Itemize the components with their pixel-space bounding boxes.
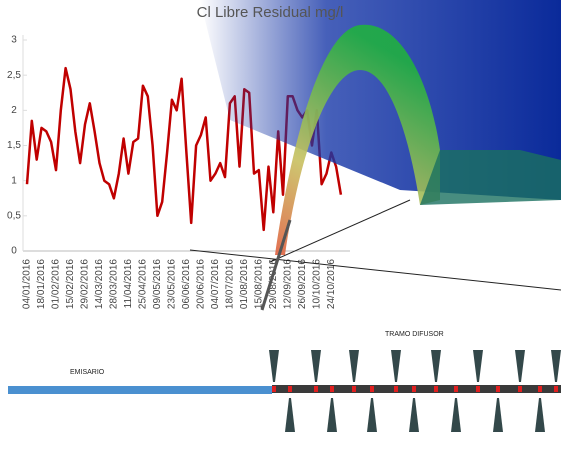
x-tick-label: 01/08/2016 — [239, 259, 250, 309]
y-tick-label: 2,5 — [7, 70, 21, 81]
y-tick-label: 3 — [11, 35, 17, 46]
x-tick-label: 26/09/2016 — [297, 259, 308, 309]
port — [272, 386, 276, 392]
x-tick-label: 04/07/2016 — [210, 259, 221, 309]
y-tick-label: 1 — [11, 175, 17, 186]
x-tick-label: 29/02/2016 — [80, 259, 91, 309]
plot-area: 0 0,5 1 1,5 2 2,5 3 04/01/2016 18/01/2016 01/02/2… — [7, 35, 350, 309]
x-tick-label: 28/03/2016 — [109, 259, 120, 309]
riser-top — [473, 350, 483, 382]
x-tick-label: 09/05/2016 — [152, 259, 163, 309]
x-tick-label: 15/08/2016 — [253, 259, 264, 309]
difusor-pipe — [272, 385, 561, 393]
x-tick-label: 24/10/2016 — [326, 259, 337, 309]
port — [288, 386, 292, 392]
port — [554, 386, 558, 392]
x-tick-label: 14/03/2016 — [94, 259, 105, 309]
port — [434, 386, 438, 392]
x-tick-label: 15/02/2016 — [65, 259, 76, 309]
riser-bottom — [367, 398, 377, 432]
riser-top — [431, 350, 441, 382]
riser-bottom — [451, 398, 461, 432]
x-tick-label: 18/07/2016 — [225, 259, 236, 309]
plume-base — [420, 150, 561, 205]
riser-top — [269, 350, 279, 382]
render-axis — [269, 199, 411, 263]
riser-top — [551, 350, 561, 382]
port — [352, 386, 356, 392]
x-tick-label: 04/01/2016 — [22, 259, 33, 309]
x-tick-label: 10/10/2016 — [311, 259, 322, 309]
port — [454, 386, 458, 392]
riser-top — [391, 350, 401, 382]
x-tick-label: 18/01/2016 — [36, 259, 47, 309]
x-tick-label: 12/09/2016 — [282, 259, 293, 309]
render-axis — [189, 249, 561, 291]
emisario-pipe — [8, 386, 272, 394]
y-tick-label: 0 — [11, 246, 17, 257]
render-axis — [260, 219, 292, 311]
riser-top — [515, 350, 525, 382]
x-tick-label: 06/06/2016 — [181, 259, 192, 309]
port — [538, 386, 542, 392]
y-tick-label: 2 — [11, 105, 17, 116]
x-tick-label: 20/06/2016 — [196, 259, 207, 309]
y-tick-label: 1,5 — [7, 140, 21, 151]
x-tick-label: 11/04/2016 — [123, 259, 134, 309]
port — [496, 386, 500, 392]
port — [370, 386, 374, 392]
x-tick-label: 01/02/2016 — [51, 259, 62, 309]
x-tick-label: 23/05/2016 — [167, 259, 178, 309]
port — [394, 386, 398, 392]
riser-bottom — [493, 398, 503, 432]
plume — [275, 24, 440, 256]
port — [412, 386, 416, 392]
emisario-label: EMISARIO — [70, 369, 105, 376]
diagram: EMISARIO TRAMO DIFUSOR — [8, 331, 561, 432]
port — [476, 386, 480, 392]
difusor-label: TRAMO DIFUSOR — [385, 331, 444, 338]
y-tick-label: 0,5 — [7, 210, 21, 221]
x-tick-label: 25/04/2016 — [138, 259, 149, 309]
chart-title: Cl Libre Residual mg/l — [197, 4, 344, 21]
riser-top — [349, 350, 359, 382]
port — [518, 386, 522, 392]
riser-bottom — [327, 398, 337, 432]
riser-bottom — [535, 398, 545, 432]
port — [314, 386, 318, 392]
port — [330, 386, 334, 392]
riser-bottom — [285, 398, 295, 432]
riser-top — [311, 350, 321, 382]
riser-bottom — [409, 398, 419, 432]
x-tick-label: 29/08/2016 — [268, 259, 279, 309]
